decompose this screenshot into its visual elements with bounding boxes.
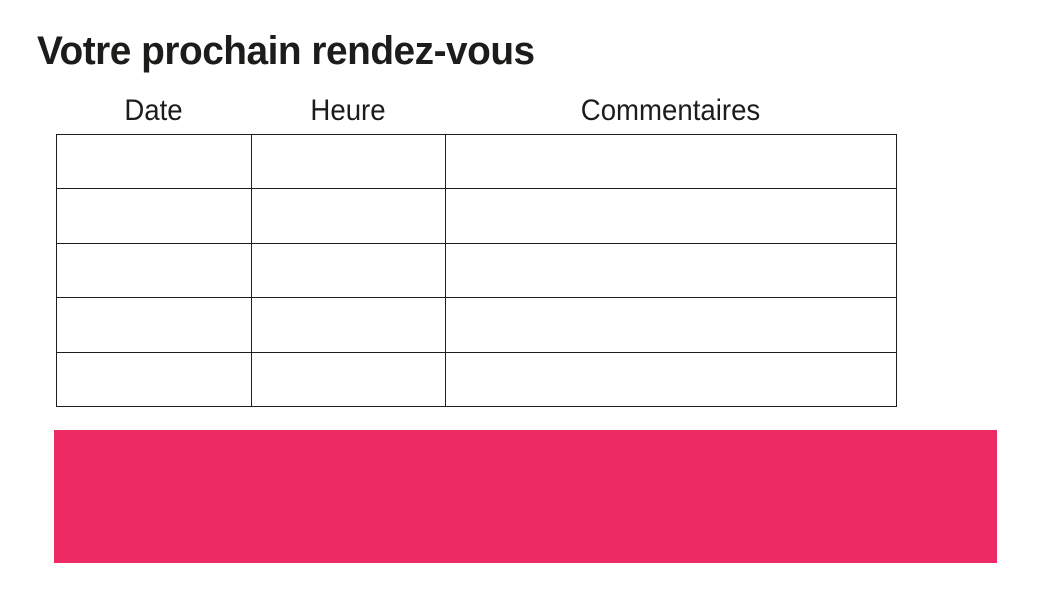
page-title: Votre prochain rendez-vous xyxy=(37,29,535,73)
table-cell xyxy=(56,242,252,299)
table-cell xyxy=(56,133,252,190)
accent-banner xyxy=(54,430,997,563)
table-header-row: Date Heure Commentaires xyxy=(56,92,896,130)
column-header-heure: Heure xyxy=(310,94,386,127)
table-cell xyxy=(445,133,897,190)
column-header-commentaires: Commentaires xyxy=(580,94,761,127)
appointments-table xyxy=(56,133,897,408)
table-cell xyxy=(56,351,252,408)
table-cell xyxy=(56,297,252,353)
table-cell xyxy=(251,133,446,190)
table-cell xyxy=(56,188,252,244)
table-row xyxy=(56,133,897,190)
table-cell xyxy=(445,188,897,244)
table-cell xyxy=(445,297,897,353)
table-cell xyxy=(445,351,897,408)
table-cell xyxy=(251,351,446,408)
column-header-date: Date xyxy=(124,94,183,127)
table-cell xyxy=(251,242,446,299)
table-row xyxy=(56,297,897,353)
table-cell xyxy=(445,242,897,299)
table-cell xyxy=(251,188,446,244)
table-row xyxy=(56,242,897,299)
table-row xyxy=(56,351,897,408)
table-cell xyxy=(251,297,446,353)
table-row xyxy=(56,188,897,244)
